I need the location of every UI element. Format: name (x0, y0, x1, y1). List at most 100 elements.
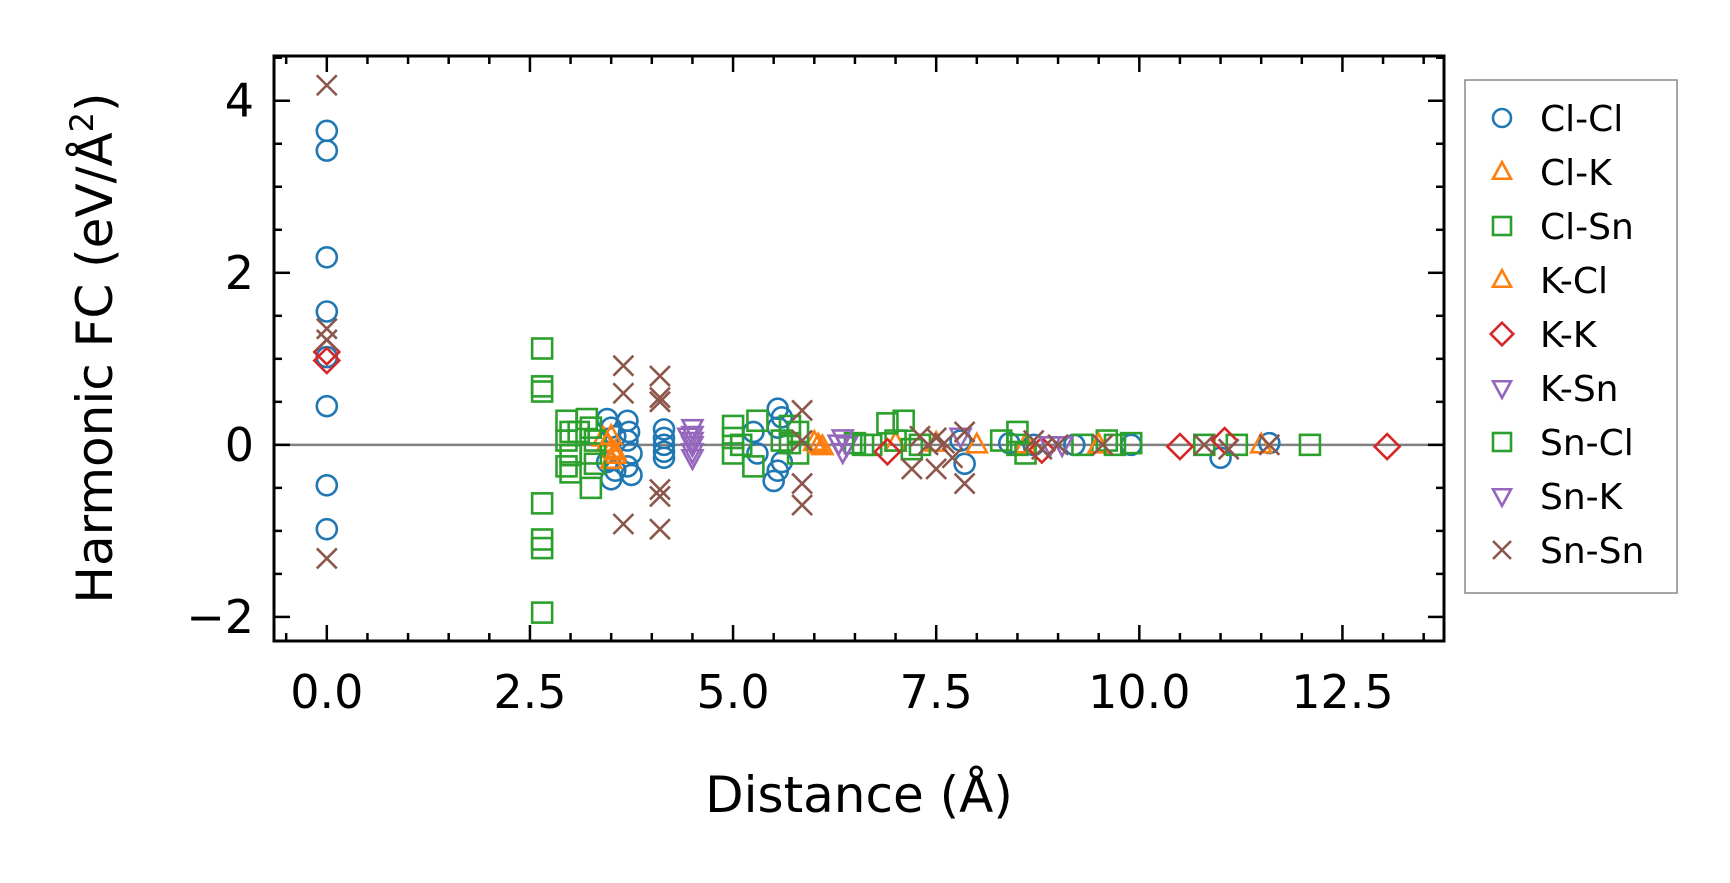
data-point-sn-sn-stroke-b (612, 513, 635, 535)
x-tick-label: 10.0 (1088, 665, 1190, 719)
legend-marker-k-sn (1490, 379, 1514, 401)
data-point-sn-sn-stroke-b (1193, 433, 1216, 456)
data-point-sn-sn-stroke-b (941, 446, 964, 469)
data-point-cl-cl (315, 139, 339, 162)
data-point-sn-sn-stroke-b (649, 485, 671, 508)
data-point-k-k (1372, 432, 1402, 461)
y-axis-label-superscript: 2 (63, 112, 101, 132)
data-point-sn-sn (1047, 433, 1069, 456)
data-point-sn-cl (770, 429, 794, 452)
data-point-sn-sn (953, 472, 976, 495)
data-point-sn-sn-stroke-b (1217, 438, 1240, 461)
data-point-sn-sn (315, 547, 338, 570)
legend: Cl-Cl Cl-K Cl-Sn K-Cl K-K K-Sn Sn-Cl Sn-K Sn-Sn (1464, 79, 1678, 594)
data-point-cl-cl (766, 459, 790, 482)
data-point-sn-sn-stroke-b (315, 547, 338, 570)
data-point-k-cl (806, 431, 831, 454)
data-point-cl-sn (555, 429, 578, 452)
data-point-cl-cl (616, 429, 639, 452)
data-point-sn-cl (729, 433, 753, 457)
data-point-cl-cl (315, 473, 339, 497)
legend-marker-cl-cl (1491, 107, 1513, 129)
legend-label-cl-sn: Cl-Sn (1540, 207, 1634, 248)
data-point-sn-sn (791, 494, 814, 516)
data-point-sn-sn (315, 317, 338, 340)
data-point-sn-sn (953, 421, 976, 443)
data-point-sn-sn-stroke-b (315, 328, 338, 351)
data-point-cl-cl (617, 420, 641, 444)
data-point-cl-sn (1193, 433, 1216, 457)
legend-label-cl-cl: Cl-Cl (1540, 99, 1623, 140)
data-point-sn-sn (649, 365, 671, 387)
data-point-sn-sn-stroke-b (933, 432, 956, 455)
data-point-k-k (312, 346, 342, 375)
data-point-cl-sn (876, 412, 899, 435)
legend-label-k-k: K-K (1540, 315, 1598, 356)
x-tick-label: 7.5 (900, 665, 973, 719)
data-point-cl-cl (315, 300, 339, 323)
data-point-cl-k (810, 432, 835, 456)
data-point-cl-sn (579, 416, 603, 439)
data-point-sn-sn (649, 390, 671, 413)
data-point-sn-sn-stroke-b (649, 518, 671, 541)
x-tick-label: 12.5 (1291, 665, 1393, 719)
data-point-cl-sn (530, 601, 554, 624)
data-point-sn-sn-stroke-b (925, 427, 948, 449)
data-point-cl-cl (315, 394, 339, 418)
data-point-cl-sn (1298, 433, 1322, 457)
data-point-k-k (1027, 435, 1057, 465)
data-point-k-sn (680, 431, 705, 455)
y-axis-label-close: ) (66, 92, 124, 112)
data-point-sn-sn (315, 328, 338, 351)
series-sn-sn (315, 74, 1281, 570)
data-point-sn-sn-stroke-b (1047, 433, 1069, 456)
data-point-cl-cl (770, 406, 794, 429)
data-point-sn-sn-stroke-b (791, 399, 814, 422)
data-point-sn-sn (925, 458, 948, 480)
data-point-cl-sn (900, 437, 924, 461)
legend-marker-cl-k (1490, 159, 1514, 181)
data-point-cl-sn (778, 414, 802, 438)
data-point-cl-sn (742, 455, 765, 478)
data-point-sn-sn-stroke-b (612, 354, 635, 377)
data-point-cl-sn (1006, 420, 1029, 444)
x-tick-label: 0.0 (290, 665, 363, 719)
data-point-cl-cl (652, 446, 676, 470)
data-point-sn-k (826, 434, 851, 457)
y-axis-label: Harmonic FC (eV/Å2) (63, 92, 124, 603)
data-point-cl-sn (583, 452, 607, 476)
data-point-cl-cl (762, 469, 785, 493)
data-point-sn-sn-stroke-b (953, 421, 976, 443)
y-tick-label: 0 (225, 418, 254, 472)
data-point-sn-sn (1217, 438, 1240, 461)
data-point-sn-sn (612, 382, 635, 405)
data-point-sn-sn (649, 518, 671, 541)
data-point-sn-sn-stroke-b (953, 472, 976, 495)
data-point-k-cl (599, 422, 624, 446)
data-point-cl-cl (652, 440, 676, 464)
data-point-cl-sn (530, 528, 554, 551)
data-point-cl-sn (530, 536, 554, 560)
data-point-cl-cl (652, 418, 676, 441)
data-point-sn-sn (1091, 433, 1114, 456)
data-point-sn-sn-stroke-b (1030, 438, 1053, 461)
data-point-cl-sn (579, 476, 603, 500)
data-point-sn-sn (791, 472, 814, 495)
data-point-k-sn (680, 442, 705, 466)
data-point-sn-k (676, 427, 701, 450)
data-point-sn-cl (1006, 433, 1029, 457)
data-point-cl-cl (953, 452, 976, 476)
data-point-sn-sn (649, 485, 671, 508)
data-point-sn-sn-stroke-b (1258, 433, 1281, 456)
data-point-sn-sn (900, 458, 923, 480)
data-point-sn-sn-stroke-b (315, 317, 338, 340)
data-point-cl-cl (652, 433, 676, 457)
legend-label-sn-cl: Sn-Cl (1540, 423, 1634, 464)
data-point-cl-sn (583, 429, 607, 452)
data-point-k-k (873, 437, 902, 467)
data-point-cl-sn (721, 414, 745, 438)
plot-frame (272, 54, 1446, 643)
data-point-sn-sn (612, 354, 635, 377)
data-point-sn-sn (791, 399, 814, 422)
